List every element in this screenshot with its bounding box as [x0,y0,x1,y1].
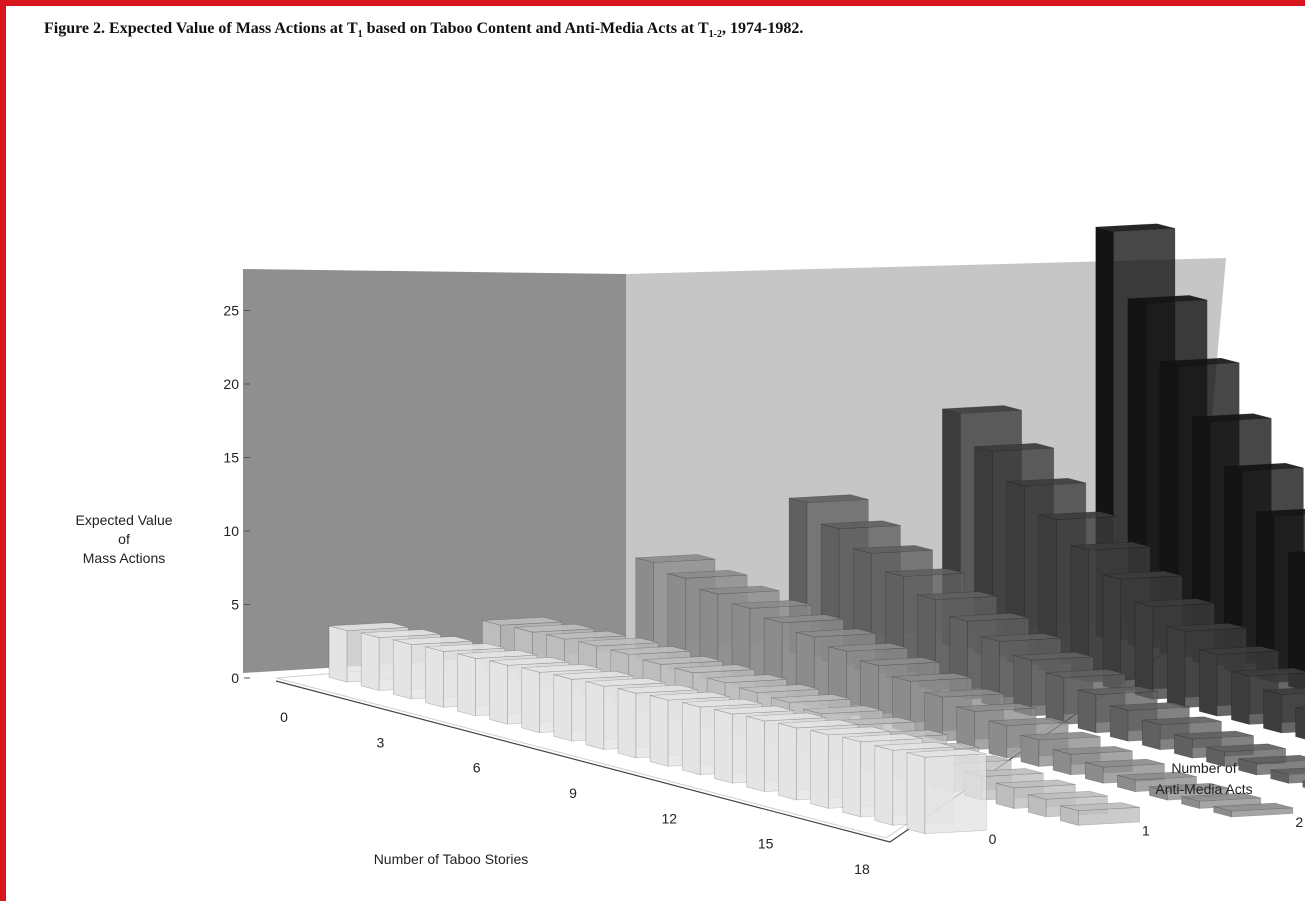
y-tick-label: 0 [231,670,239,686]
y-tick-label: 5 [231,597,239,613]
chart-ticks: 05101520250369121518012345 [223,303,1303,877]
bar [1213,802,1294,818]
bar [1295,706,1305,740]
y-tick-label: 10 [223,523,239,539]
y-tick-label: 25 [223,303,239,319]
bar-3d-chart: 05101520250369121518012345 [223,223,1305,877]
bar [1270,767,1305,784]
chart-bars [328,223,1305,835]
x-axis-line [275,680,891,843]
figure-title: Figure 2. Expected Value of Mass Actions… [44,20,804,41]
y-tick-label: 20 [223,376,239,392]
bar [1302,780,1305,788]
x-tick-label: 18 [854,861,870,877]
bar [1059,802,1140,826]
x-axis-label: Number of Taboo Stories [373,851,529,867]
z-tick-label: 1 [1142,823,1150,839]
left-wall [243,269,626,673]
z-tick-label: 2 [1295,814,1303,830]
x-tick-label: 6 [473,760,481,776]
y-axis-label: Expected Value of Mass Actions [75,512,173,566]
z-axis-label: Number of Anti-Media Acts [1155,760,1253,797]
x-tick-label: 0 [280,709,288,725]
x-tick-label: 9 [569,785,577,801]
x-tick-label: 12 [662,810,678,826]
x-tick-label: 3 [376,734,384,750]
z-tick-label: 0 [989,831,997,847]
bar [1238,754,1305,776]
y-tick-label: 15 [223,450,239,466]
bar [906,748,987,835]
x-tick-label: 15 [758,836,774,852]
